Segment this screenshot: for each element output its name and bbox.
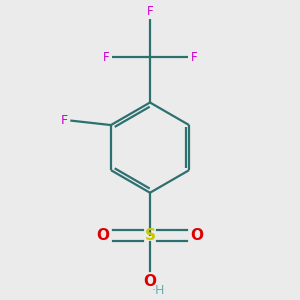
Text: F: F [147, 4, 153, 18]
Text: ·H: ·H [152, 284, 165, 297]
Text: O: O [96, 228, 109, 243]
Text: O: O [191, 228, 204, 243]
Text: F: F [61, 114, 68, 127]
Text: O: O [143, 274, 157, 289]
Text: F: F [103, 51, 109, 64]
Text: F: F [191, 51, 197, 64]
Text: S: S [145, 228, 155, 243]
